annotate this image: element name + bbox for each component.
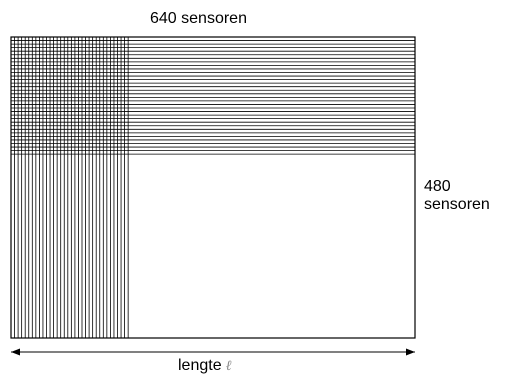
length-arrow — [11, 348, 415, 356]
sensor-grid-lines — [11, 37, 415, 338]
height-sensor-word: sensoren — [424, 196, 490, 213]
length-label: lengte ℓ — [178, 357, 231, 375]
sensor-array-frame — [10, 36, 416, 339]
height-sensor-number: 480 — [424, 178, 451, 195]
length-label-text: lengte — [178, 357, 222, 374]
height-sensor-count-label: 480 sensoren — [424, 178, 490, 214]
width-sensor-count-label: 640 sensoren — [150, 10, 247, 27]
length-symbol: ℓ — [225, 358, 232, 374]
